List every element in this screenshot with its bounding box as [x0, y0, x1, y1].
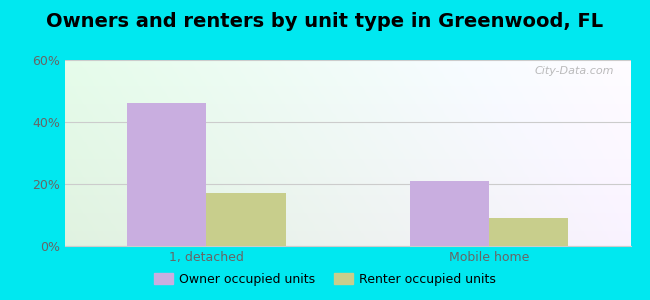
Bar — [489, 218, 568, 246]
Bar — [207, 193, 285, 246]
Text: City-Data.com: City-Data.com — [534, 66, 614, 76]
Bar — [410, 181, 489, 246]
Legend: Owner occupied units, Renter occupied units: Owner occupied units, Renter occupied un… — [149, 268, 501, 291]
Text: Owners and renters by unit type in Greenwood, FL: Owners and renters by unit type in Green… — [46, 12, 604, 31]
Bar — [127, 103, 207, 246]
